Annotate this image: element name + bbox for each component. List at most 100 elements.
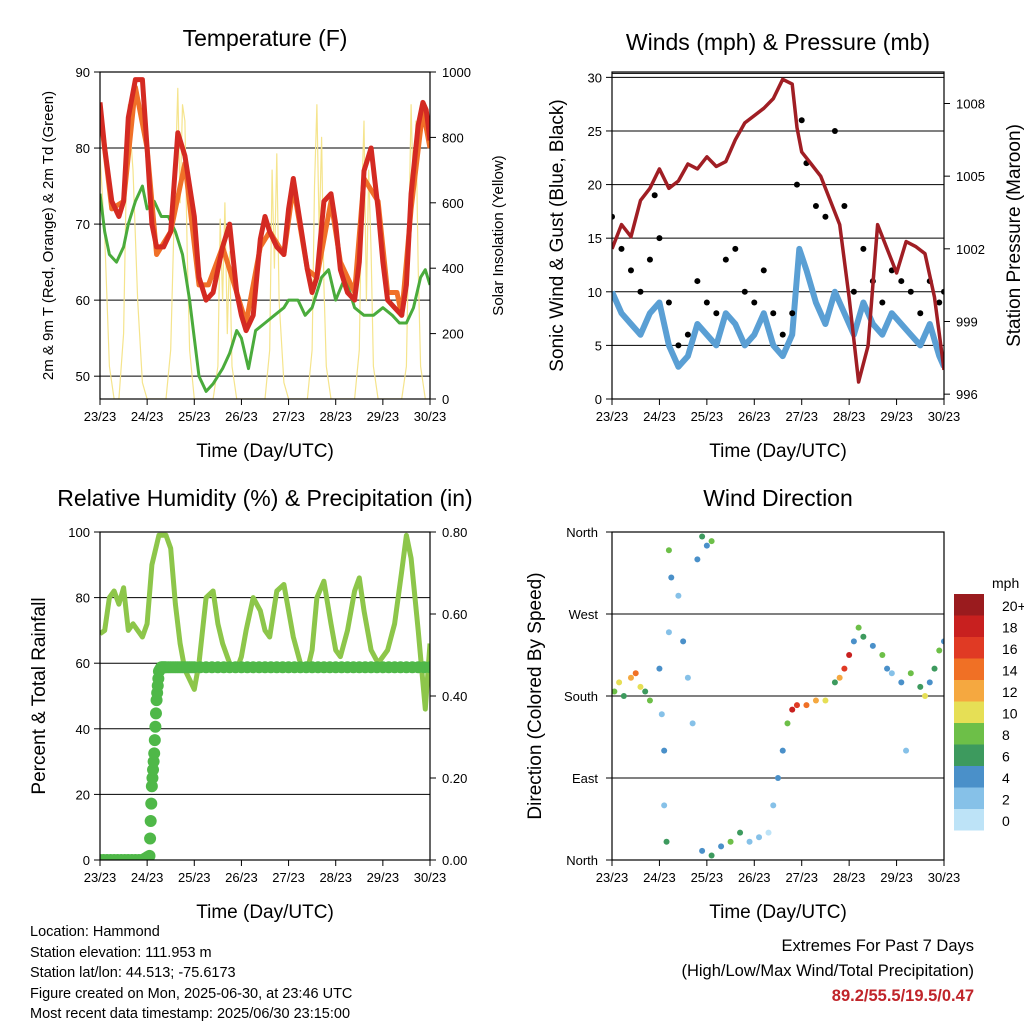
- direction-point: [926, 679, 933, 686]
- direction-point: [612, 688, 618, 695]
- y-tick-label: North: [566, 853, 598, 868]
- direction-point: [708, 852, 715, 859]
- direction-point: [627, 674, 634, 681]
- x-tick-label: 25/23: [691, 870, 724, 885]
- direction-point: [936, 647, 943, 654]
- data-point: [850, 288, 857, 295]
- plot-area: [100, 77, 430, 399]
- data-point: [722, 256, 729, 263]
- elevation-text: Station elevation: 111.953 m: [30, 944, 212, 961]
- direction-point: [941, 638, 944, 645]
- data-point: [812, 203, 819, 210]
- x-tick-label: 23/23: [84, 870, 117, 885]
- data-point: [741, 288, 748, 295]
- x-tick-label: 23/23: [596, 870, 629, 885]
- direction-point: [846, 652, 853, 658]
- direction-points: [612, 533, 944, 859]
- y-tick-label: 15: [588, 231, 602, 246]
- direction-point: [620, 693, 627, 699]
- data-point: [149, 707, 162, 720]
- y-axis-label: 2m & 9m T (Red, Orange) & 2m Td (Green): [40, 91, 57, 380]
- plot-area: [100, 532, 430, 860]
- y2-tick-label: 1008: [956, 96, 985, 111]
- direction-point: [668, 574, 675, 581]
- direction-point: [661, 747, 668, 754]
- y-tick-label: 0: [83, 853, 90, 868]
- data-point: [789, 310, 796, 317]
- direction-point: [869, 642, 876, 649]
- x-tick-label: 26/23: [738, 409, 771, 424]
- legend-swatch: [954, 701, 984, 723]
- y-tick-label: 100: [68, 525, 90, 540]
- direction-point: [684, 674, 691, 681]
- data-point: [618, 245, 625, 252]
- extremes-heading: Extremes For Past 7 Days: [781, 937, 974, 955]
- y2-tick-label: 0: [442, 392, 449, 407]
- direction-point: [703, 542, 710, 549]
- x-tick-label: 30/23: [928, 870, 961, 885]
- legend-label: 14: [1002, 662, 1018, 678]
- location-text: Location: Hammond: [30, 924, 160, 940]
- data-point: [917, 310, 924, 317]
- legend-label: 2: [1002, 791, 1010, 807]
- direction-point: [860, 633, 867, 640]
- direction-point: [903, 747, 910, 754]
- legend-label: 18: [1002, 619, 1018, 635]
- direction-point: [888, 670, 895, 677]
- x-tick-label: 30/23: [414, 409, 447, 424]
- x-tick-label: 29/23: [367, 409, 400, 424]
- legend-label: 12: [1002, 684, 1018, 700]
- legend-swatch: [954, 766, 984, 788]
- legend-swatch: [954, 637, 984, 659]
- data-point: [941, 288, 944, 295]
- data-point: [822, 213, 829, 220]
- series-line-2: [612, 77, 944, 384]
- direction-point: [898, 679, 905, 686]
- y2-tick-label: 0.40: [442, 689, 467, 704]
- data-point: [841, 203, 848, 210]
- legend-swatch: [954, 658, 984, 680]
- x-tick-label: 28/23: [833, 870, 866, 885]
- plot-area: [612, 533, 944, 859]
- legend-unit: mph: [992, 575, 1019, 591]
- data-point: [684, 331, 691, 338]
- direction-point: [694, 556, 701, 563]
- y-tick-label: 0: [595, 392, 602, 407]
- direction-point: [812, 697, 819, 704]
- data-point: [732, 245, 739, 252]
- y-tick-label: 90: [76, 65, 90, 80]
- direction-point: [661, 802, 668, 809]
- direction-point: [699, 533, 706, 540]
- direction-point: [699, 847, 706, 854]
- y-tick-label: North: [566, 525, 598, 540]
- series-line-3: [100, 87, 430, 399]
- x-tick-label: 24/23: [131, 409, 164, 424]
- extremes-subheading: (High/Low/Max Wind/Total Precipitation): [681, 962, 974, 980]
- plot-frame: [99, 531, 431, 861]
- legend-label: 8: [1002, 727, 1010, 743]
- latest-timestamp-text: Most recent data timestamp: 2025/06/30 2…: [30, 1006, 351, 1022]
- direction-point: [727, 838, 734, 845]
- y-tick-label: 80: [76, 591, 90, 606]
- x-tick-label: 24/23: [131, 870, 164, 885]
- data-point: [612, 213, 615, 220]
- data-point: [703, 299, 710, 306]
- x-tick-label: 23/23: [84, 409, 117, 424]
- x-axis-label: Time (Day/UTC): [196, 441, 334, 462]
- direction-point: [765, 829, 772, 836]
- direction-point: [841, 665, 848, 672]
- x-tick-label: 26/23: [738, 870, 771, 885]
- plot-frame: [611, 71, 945, 400]
- data-point: [694, 278, 701, 285]
- plot-area: [612, 77, 944, 384]
- x-tick-label: 29/23: [880, 409, 913, 424]
- direction-point: [789, 706, 796, 713]
- direction-point: [665, 629, 672, 636]
- data-point: [637, 288, 644, 295]
- y2-tick-label: 0.60: [442, 607, 467, 622]
- direction-point: [822, 697, 829, 704]
- x-tick-label: 24/23: [643, 870, 676, 885]
- x-tick-label: 23/23: [596, 409, 629, 424]
- y-tick-label: 10: [588, 285, 602, 300]
